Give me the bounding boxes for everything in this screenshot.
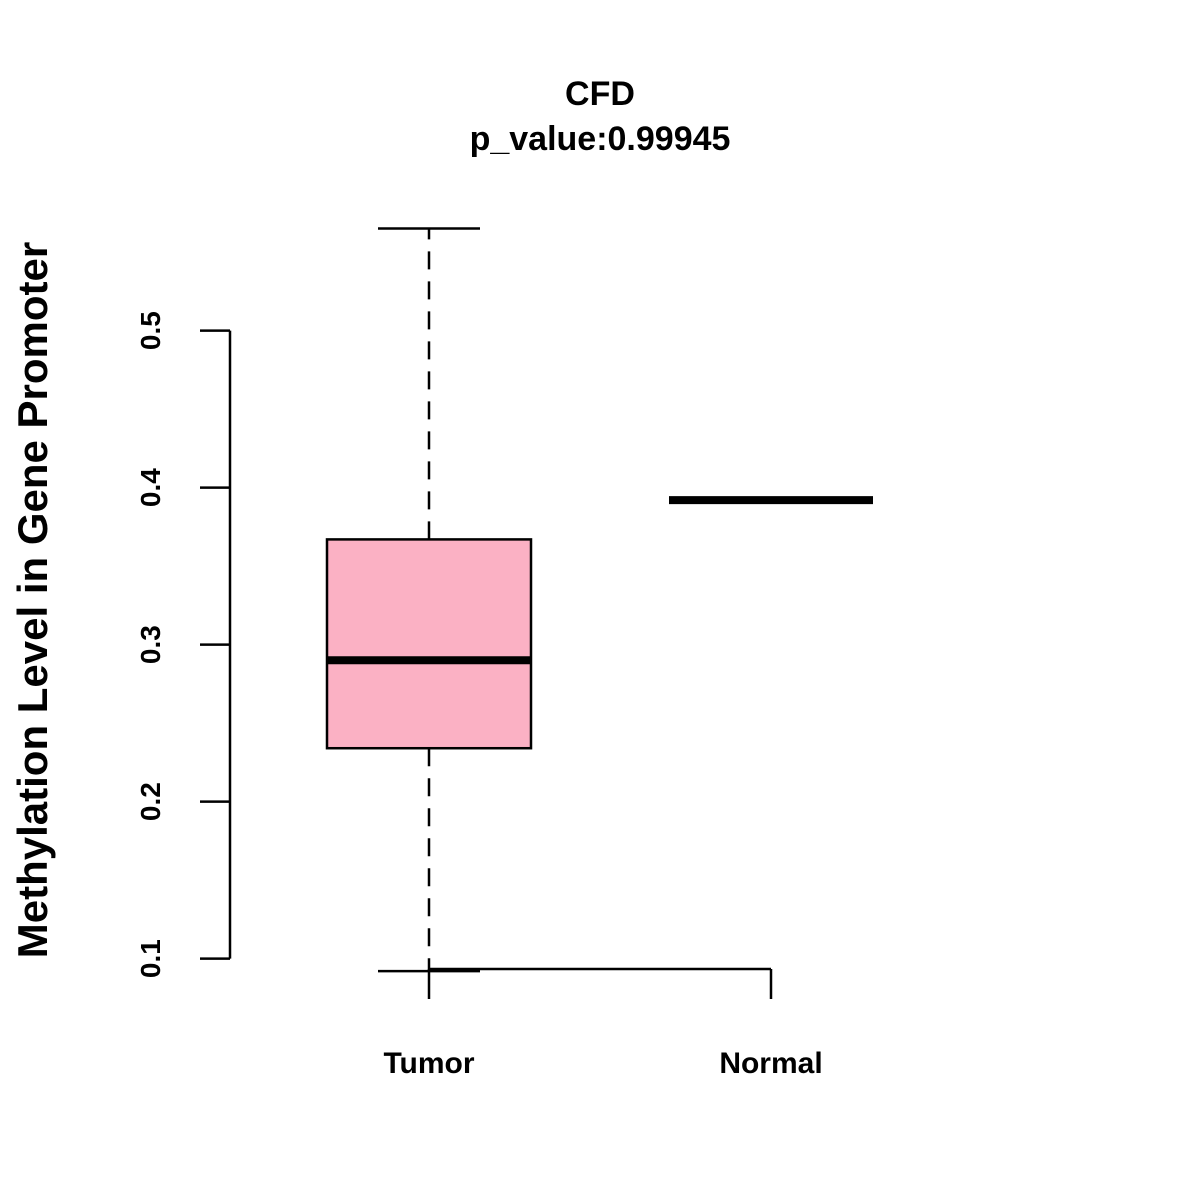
chart-subtitle: p_value:0.99945 <box>470 120 731 158</box>
chart-title: CFD <box>565 75 635 113</box>
y-tick-label: 0.3 <box>135 625 166 664</box>
y-axis-label: Methylation Level in Gene Promoter <box>9 242 56 958</box>
y-tick-label: 0.2 <box>135 782 166 821</box>
x-tick-label: Tumor <box>383 1047 474 1080</box>
y-tick-label: 0.1 <box>135 939 166 978</box>
x-tick-label: Normal <box>719 1047 822 1080</box>
iqr-box <box>325 538 533 750</box>
y-tick-label: 0.5 <box>135 311 166 350</box>
y-tick-label: 0.4 <box>135 468 166 507</box>
y-axis: 0.1 0.2 0.3 0.4 0.5 <box>135 311 232 978</box>
box-tumor <box>325 227 533 973</box>
x-axis: Tumor Normal <box>383 967 823 1080</box>
boxes <box>325 227 873 973</box>
